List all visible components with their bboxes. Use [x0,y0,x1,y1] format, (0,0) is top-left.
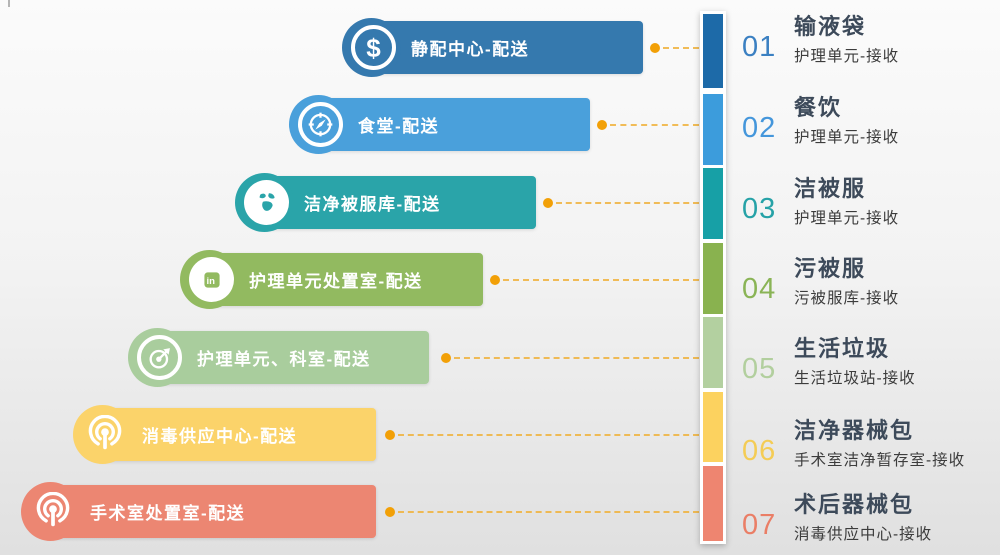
row-number: 03 [742,192,777,225]
broadcast-icon [30,489,75,534]
legend-row-1: 01 输液袋 护理单元-接收 [742,8,899,72]
row-subtitle: 护理单元-接收 [794,48,900,66]
connector-dot [385,506,395,517]
row-subtitle: 手术室洁净暂存室-接收 [794,452,966,470]
stray-mark [8,0,10,7]
connector-line [610,123,699,126]
connector-dot [385,429,395,440]
row-number: 02 [742,111,777,144]
target-icon [137,335,182,380]
flow-bar-6: 消毒供应中心-配送 [73,405,376,464]
connector-line [454,356,699,359]
column-block-4 [703,243,723,314]
compass-icon [298,102,343,147]
flow-bar-3: 洁净被服库-配送 [235,173,536,232]
bar-label: 护理单元处置室-配送 [249,272,423,291]
flow-bar-7: 手术室处置室-配送 [21,482,376,541]
row-subtitle: 消毒供应中心-接收 [794,526,933,544]
svg-text:in: in [206,275,215,286]
bar-label: 护理单元、科室-配送 [197,350,371,369]
column-block-1 [703,14,723,88]
row-text: 洁净器械包 手术室洁净暂存室-接收 [794,418,965,470]
row-subtitle: 护理单元-接收 [794,129,900,147]
row-text: 餐饮 护理单元-接收 [794,95,899,147]
globe-icon [244,180,289,225]
row-number: 01 [742,30,777,63]
row-text: 洁被服 护理单元-接收 [794,176,899,228]
flow-bar-5: 护理单元、科室-配送 [128,328,429,387]
bar-label: 消毒供应中心-配送 [142,427,298,446]
row-text: 污被服 污被服库-接收 [794,256,899,308]
legend-row-6: 06 洁净器械包 手术室洁净暂存室-接收 [742,412,965,476]
row-text: 生活垃圾 生活垃圾站-接收 [794,336,916,388]
dollar-icon: $ [351,25,396,70]
row-title: 餐饮 [794,94,843,120]
dollar-glyph: $ [366,32,381,63]
legend-row-7: 07 术后器械包 消毒供应中心-接收 [742,486,932,550]
bar-label: 手术室处置室-配送 [90,504,246,523]
row-text: 输液袋 护理单元-接收 [794,14,899,66]
row-subtitle: 生活垃圾站-接收 [794,370,916,388]
row-title: 洁净器械包 [794,417,915,443]
row-subtitle: 护理单元-接收 [794,210,900,228]
row-number: 06 [742,434,777,467]
legend-row-2: 02 餐饮 护理单元-接收 [742,89,899,153]
connector-line [398,510,699,513]
connector-line [556,201,699,204]
connector-dot [650,42,660,53]
column-block-3 [703,168,723,239]
row-subtitle: 污被服库-接收 [794,290,900,308]
column-block-2 [703,94,723,165]
bar-label: 静配中心-配送 [411,40,530,59]
bar-label: 洁净被服库-配送 [304,195,441,214]
connector-dot [490,274,500,285]
column-block-7 [703,466,723,541]
connector-dot [597,119,607,130]
broadcast-icon [82,412,127,457]
connector-line [663,46,699,49]
row-text: 术后器械包 消毒供应中心-接收 [794,492,932,544]
color-column [700,11,726,544]
connector-line [503,278,699,281]
row-title: 输液袋 [794,13,867,39]
connector-dot [543,197,553,208]
bar-label: 食堂-配送 [358,117,440,136]
row-number: 05 [742,352,777,385]
flow-bar-4: in 护理单元处置室-配送 [180,250,483,309]
row-number: 07 [742,508,777,541]
row-number: 04 [742,272,777,305]
connector-dot [441,352,451,363]
row-title: 术后器械包 [794,491,915,517]
column-block-6 [703,392,723,462]
column-block-5 [703,317,723,388]
flow-bar-2: 食堂-配送 [289,95,590,154]
linkedin-icon: in [189,257,234,302]
row-title: 洁被服 [794,175,867,201]
legend-row-5: 05 生活垃圾 生活垃圾站-接收 [742,330,916,394]
flow-bar-1: $ 静配中心-配送 [342,18,643,77]
legend-row-3: 03 洁被服 护理单元-接收 [742,170,899,234]
connector-line [398,433,699,436]
legend-row-4: 04 污被服 污被服库-接收 [742,250,899,314]
row-title: 污被服 [794,255,867,281]
row-title: 生活垃圾 [794,335,891,361]
